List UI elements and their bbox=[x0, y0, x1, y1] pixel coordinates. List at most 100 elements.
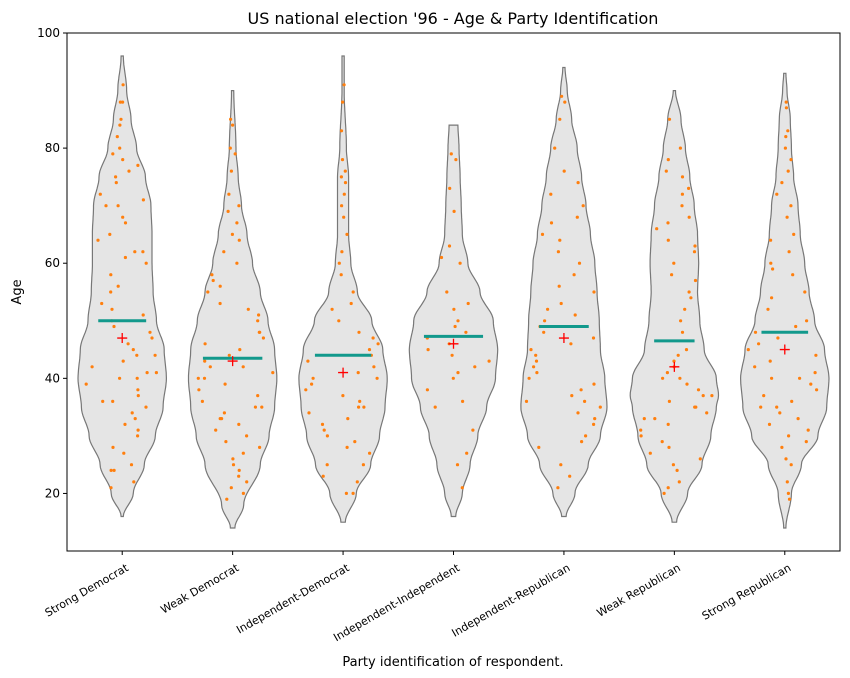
data-point bbox=[563, 100, 567, 104]
data-point bbox=[98, 192, 102, 196]
data-point bbox=[791, 273, 795, 277]
data-point bbox=[786, 129, 790, 133]
data-point bbox=[445, 290, 449, 294]
data-point bbox=[698, 457, 702, 461]
data-point bbox=[701, 394, 705, 398]
violin-body bbox=[187, 90, 278, 529]
data-point bbox=[593, 417, 597, 421]
data-point bbox=[573, 313, 577, 317]
data-point bbox=[537, 445, 541, 449]
data-point bbox=[785, 480, 789, 484]
data-point bbox=[118, 100, 122, 104]
data-point bbox=[339, 273, 343, 277]
data-point bbox=[787, 497, 792, 501]
data-point bbox=[693, 244, 697, 248]
data-point bbox=[123, 422, 127, 426]
data-point bbox=[141, 198, 145, 202]
data-point bbox=[559, 463, 563, 467]
data-point bbox=[90, 365, 94, 369]
data-point bbox=[796, 417, 800, 421]
data-point bbox=[121, 158, 125, 162]
data-point bbox=[425, 388, 429, 392]
data-point bbox=[757, 342, 761, 346]
data-point bbox=[559, 301, 563, 306]
data-point bbox=[784, 106, 789, 110]
data-point bbox=[206, 290, 210, 294]
data-point bbox=[759, 405, 763, 409]
data-point bbox=[540, 232, 545, 236]
data-point bbox=[119, 117, 123, 121]
data-point bbox=[337, 261, 341, 265]
data-point bbox=[466, 301, 470, 306]
data-point bbox=[136, 394, 140, 398]
data-point bbox=[321, 474, 325, 478]
data-point bbox=[753, 365, 757, 369]
data-point bbox=[136, 163, 140, 167]
data-point bbox=[780, 445, 784, 449]
data-point bbox=[211, 278, 215, 283]
data-point bbox=[237, 468, 241, 472]
data-point bbox=[543, 319, 547, 323]
data-point bbox=[762, 394, 766, 398]
data-point bbox=[136, 434, 140, 438]
data-point bbox=[675, 468, 679, 472]
data-point bbox=[131, 348, 135, 352]
data-point bbox=[746, 348, 750, 352]
data-point bbox=[452, 307, 456, 311]
data-point bbox=[671, 463, 676, 467]
data-point bbox=[114, 181, 118, 185]
data-point bbox=[345, 232, 349, 236]
data-point bbox=[679, 319, 683, 323]
data-point bbox=[123, 221, 128, 225]
data-point bbox=[343, 181, 348, 185]
data-point bbox=[804, 440, 808, 444]
data-point bbox=[226, 209, 230, 213]
data-point bbox=[769, 261, 773, 265]
data-point bbox=[136, 388, 140, 392]
data-point bbox=[121, 83, 125, 87]
data-point bbox=[683, 307, 687, 311]
data-point bbox=[230, 232, 234, 236]
data-point bbox=[246, 307, 250, 311]
mean-marker bbox=[779, 344, 790, 355]
data-point bbox=[144, 261, 148, 265]
data-point bbox=[766, 307, 770, 311]
data-point bbox=[666, 221, 670, 225]
data-point bbox=[322, 428, 326, 432]
data-point bbox=[233, 152, 237, 156]
data-point bbox=[116, 284, 120, 288]
data-point bbox=[598, 405, 602, 409]
data-point bbox=[237, 238, 241, 242]
data-point bbox=[235, 221, 239, 225]
data-point bbox=[653, 417, 657, 421]
data-point bbox=[535, 371, 539, 375]
data-point bbox=[96, 238, 100, 242]
data-point bbox=[667, 117, 672, 121]
data-point bbox=[351, 491, 355, 495]
data-point bbox=[256, 319, 260, 323]
data-point bbox=[241, 451, 245, 455]
data-point bbox=[144, 405, 148, 409]
data-point bbox=[534, 353, 538, 357]
data-point bbox=[133, 417, 137, 421]
data-point bbox=[148, 330, 152, 334]
data-point bbox=[311, 376, 315, 380]
data-point bbox=[346, 417, 350, 421]
data-point bbox=[456, 319, 460, 323]
data-point bbox=[306, 359, 310, 363]
data-point bbox=[790, 399, 794, 403]
x-axis-label: Party identification of respondent. bbox=[342, 655, 563, 670]
data-point bbox=[231, 457, 235, 461]
data-point bbox=[672, 261, 676, 265]
data-point bbox=[224, 440, 228, 444]
mean-marker bbox=[338, 367, 349, 378]
data-point bbox=[218, 301, 222, 306]
data-point bbox=[558, 238, 562, 242]
data-point bbox=[111, 152, 115, 156]
data-point bbox=[689, 296, 693, 300]
data-point bbox=[542, 330, 546, 334]
data-point bbox=[340, 204, 344, 208]
violin-body bbox=[520, 66, 608, 518]
data-point bbox=[527, 376, 531, 380]
